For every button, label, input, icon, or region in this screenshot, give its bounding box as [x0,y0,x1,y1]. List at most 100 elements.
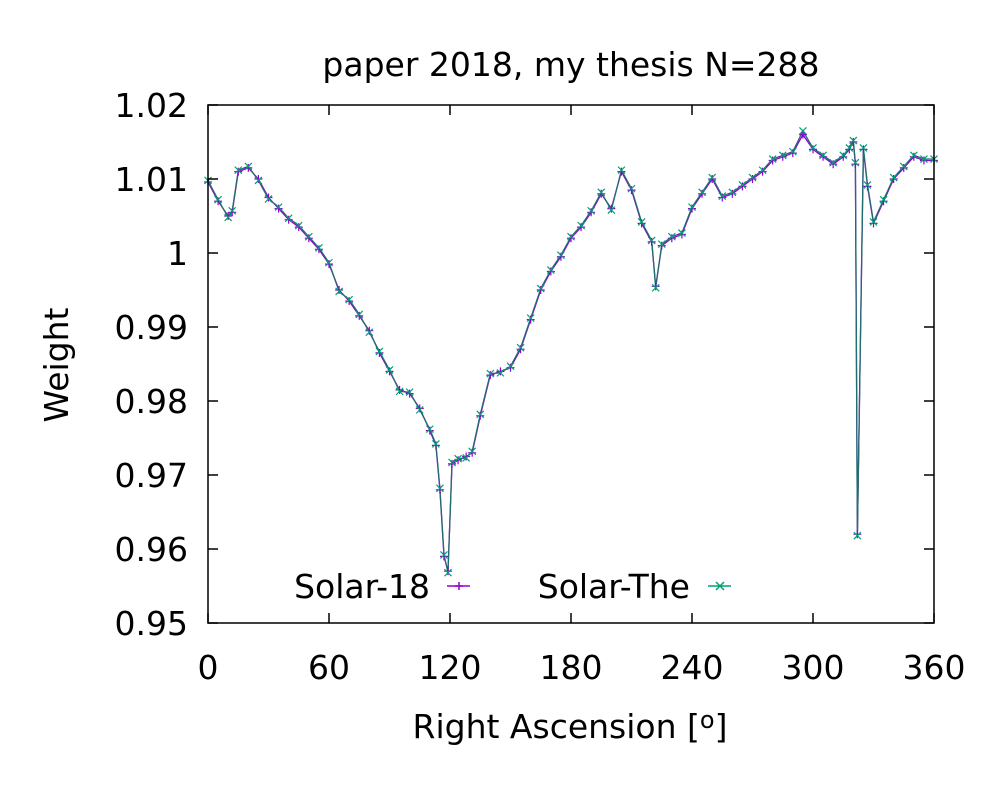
legend-marker-solar-the [715,581,725,591]
data-point [476,410,485,419]
data-point [738,180,747,189]
data-point [375,347,384,356]
data-point [556,252,565,261]
y-tick-label: 0.96 [115,530,188,569]
data-point [254,176,263,185]
data-point [798,130,807,139]
data-point [506,363,515,372]
data-point [345,297,354,306]
data-point [496,368,505,377]
data-point [667,234,676,243]
data-point [405,389,414,398]
data-point [254,175,263,183]
data-point [607,206,616,215]
data-point [577,223,586,232]
data-point [325,260,333,269]
data-point [839,151,848,160]
data-point [415,404,424,413]
data-point [798,126,807,135]
data-point [667,232,676,241]
data-point [853,530,862,539]
data-point [214,195,223,204]
data-point [728,189,737,198]
data-point [486,371,495,380]
data-point [859,143,868,152]
data-point [264,195,273,203]
legend-item-solar-18: Solar-18 [294,567,470,606]
data-point [627,184,636,193]
data-point [431,439,440,448]
legend-label-solar-the: Solar-The [538,567,690,606]
data-point [224,213,233,222]
data-point [274,204,283,213]
data-point [462,452,471,461]
x-axis-label: Right Ascension [o] [413,706,728,746]
data-point [395,385,404,394]
data-point [304,232,313,241]
y-tick-label: 0.99 [115,308,188,347]
series-line-solar-18 [207,133,934,572]
data-point [443,567,452,576]
data-point [294,223,303,232]
data-point [567,234,575,243]
data-point [627,186,636,195]
data-point [677,230,686,239]
data-point [228,206,237,215]
data-point [768,156,777,165]
data-point [819,152,828,161]
x-axis-label-end: ] [715,707,728,746]
data-point [274,203,283,212]
series-line-solar-the [207,129,934,573]
data-point [788,149,797,158]
data-point [224,212,233,220]
data-point [546,267,555,276]
data-point [829,158,838,167]
data-point [657,241,666,250]
data-point [284,214,293,223]
data-point [809,145,817,154]
data-point [853,531,862,540]
data-point [546,266,555,274]
data-point [234,166,243,175]
data-point [516,345,525,354]
plot-lines [207,129,934,573]
data-point [651,282,660,291]
data-point [637,217,646,226]
data-point [567,232,575,241]
data-point [879,195,888,204]
legend-marker-solar-18 [455,582,463,590]
x-tick-label: 360 [903,648,966,687]
data-point [405,388,414,397]
data-point [440,550,448,559]
data-point [677,229,686,237]
data-point [526,314,535,323]
data-point [788,147,797,156]
data-point [448,459,457,468]
data-point [506,362,515,371]
data-point [768,155,777,163]
data-point [919,155,928,163]
y-tick-label: 0.98 [115,382,188,421]
data-point [385,365,394,374]
data-point [486,369,495,378]
data-point [214,197,223,206]
data-point [889,175,898,183]
data-point [851,160,860,169]
data-point [839,152,848,161]
data-point [264,193,273,202]
data-point [365,326,374,335]
data-point [728,188,737,197]
data-point [845,143,854,152]
y-tick-label: 0.95 [115,604,188,643]
data-point [234,167,243,176]
x-tick-label: 180 [540,648,603,687]
x-tick-label: 240 [661,648,724,687]
data-point [425,426,434,435]
data-point [462,454,471,462]
data-point [647,236,656,245]
data-point [454,456,463,465]
data-point [597,189,606,198]
data-point [435,485,444,494]
data-point [688,204,696,213]
